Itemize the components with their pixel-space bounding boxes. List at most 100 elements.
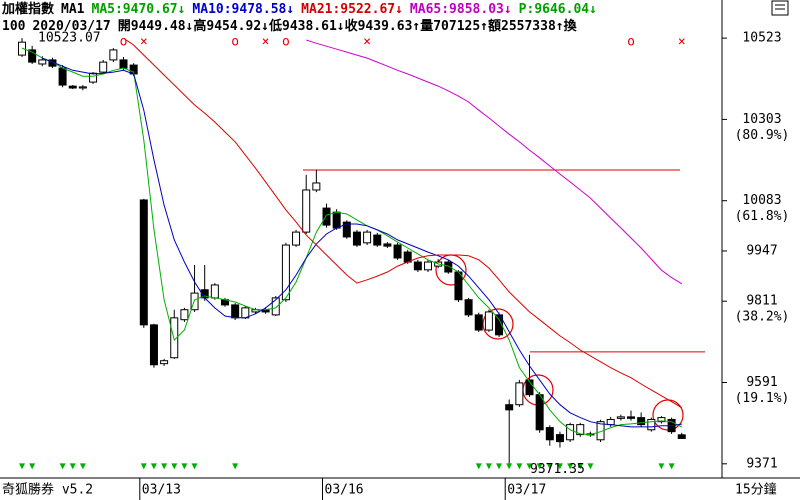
- candle-body: [566, 424, 575, 441]
- header-line2: 100 2020/03/17 開9449.48↓高9454.92↓低9438.61↓…: [2, 18, 578, 34]
- candle-body: [281, 244, 290, 301]
- top-signal: ×: [140, 35, 148, 50]
- candle-body: [545, 427, 554, 441]
- candle-body: [68, 85, 77, 89]
- candle-body: [515, 382, 524, 406]
- bottom-signal: ▼: [577, 461, 583, 472]
- y-tick-label: 9591: [746, 375, 777, 390]
- candle-body: [99, 61, 108, 73]
- fib-label: (38.2%): [735, 310, 790, 325]
- bottom-signal: ▼: [19, 461, 25, 472]
- y-tick-label: 9371: [746, 456, 777, 471]
- candle-body: [464, 299, 473, 316]
- bottom-signal: ▼: [506, 461, 512, 472]
- candle-body: [484, 311, 493, 331]
- y-tick-label: 9947: [746, 243, 777, 258]
- candle-body: [555, 434, 564, 443]
- bottom-signal: ▼: [496, 461, 502, 472]
- candle-body: [89, 72, 98, 83]
- y-tick-label: 10303: [742, 112, 781, 127]
- header-item: 2020/03/17: [32, 19, 110, 34]
- candle-body: [160, 360, 169, 365]
- bottom-signal: ▼: [587, 461, 593, 472]
- bottom-signal: ▼: [171, 461, 177, 472]
- bottom-signal: ▼: [192, 461, 198, 472]
- candle-body: [373, 234, 382, 246]
- bottom-signal: ▼: [29, 461, 35, 472]
- candle-body: [525, 379, 534, 396]
- bottom-signal: ▼: [151, 461, 157, 472]
- bottom-signal: ▼: [526, 461, 532, 472]
- candle-body: [505, 404, 514, 411]
- candle-body: [342, 221, 351, 238]
- x-tick-label: 03/17: [507, 483, 546, 498]
- bottom-signal: ▼: [516, 461, 522, 472]
- top-signal: o: [231, 35, 239, 50]
- y-tick-label: 10083: [742, 193, 781, 208]
- highlight-circle: [482, 308, 514, 340]
- candle-body: [576, 424, 585, 436]
- candle-body: [180, 309, 189, 321]
- window-button[interactable]: [771, 0, 789, 16]
- candle-body: [139, 199, 148, 326]
- bottom-signal: ▼: [70, 461, 76, 472]
- bottom-signal: ▼: [547, 461, 553, 472]
- candle-body: [657, 417, 666, 423]
- candle-body: [495, 314, 504, 336]
- candle-body: [302, 189, 311, 233]
- candle-body: [627, 416, 635, 419]
- candle-body: [322, 207, 331, 226]
- candle-body: [616, 416, 625, 419]
- ma-line: [123, 37, 683, 409]
- candle-body: [606, 418, 615, 426]
- bottom-signal: ▼: [232, 461, 238, 472]
- ma-line: [42, 57, 682, 428]
- bottom-signal: ▼: [486, 461, 492, 472]
- candle-body: [271, 297, 280, 316]
- candle-body: [637, 417, 646, 426]
- price-annotation: 10523.07: [38, 31, 101, 46]
- candle-body: [535, 394, 544, 431]
- candle-body: [363, 231, 372, 244]
- header-item: MA5:9470.67↓: [92, 2, 186, 17]
- candle-body: [109, 49, 118, 61]
- bottom-signal: ▼: [161, 461, 167, 472]
- top-signal: o: [282, 35, 290, 50]
- candle-body: [677, 434, 686, 439]
- y-tick-label: 10523: [742, 31, 781, 46]
- candle-body: [312, 182, 321, 191]
- candle-body: [424, 261, 432, 271]
- top-signal: ×: [262, 35, 270, 50]
- fib-label: (80.9%): [735, 128, 790, 143]
- bottom-signal: ▼: [658, 461, 664, 472]
- candle-body: [231, 304, 240, 319]
- header-item: MA65:9858.03↓: [410, 2, 512, 17]
- price-annotation: 9371.35: [530, 462, 585, 477]
- candle-body: [78, 86, 87, 89]
- header-item: 加權指數: [1, 1, 54, 17]
- bottom-signal: ▼: [181, 461, 187, 472]
- candle-body: [444, 261, 453, 273]
- header-item: 開9449.48↓高9454.92↓低9438.61↓收9439.63↑量707…: [118, 18, 578, 34]
- footer-left: 奇狐勝券 v5.2: [2, 482, 93, 498]
- top-signal: ×: [363, 35, 371, 50]
- header-item: P:9646.04↓: [519, 2, 597, 17]
- candle-body: [119, 59, 128, 69]
- top-signal: o: [120, 35, 128, 50]
- candle-body: [383, 243, 392, 247]
- fib-label: (61.8%): [735, 209, 790, 224]
- candle-body: [18, 41, 26, 56]
- candle-body: [28, 49, 37, 63]
- candle-body: [210, 284, 219, 299]
- bottom-signal: ▼: [60, 461, 66, 472]
- ma-line: [306, 39, 683, 285]
- candle-body: [38, 59, 47, 65]
- top-signal: o: [627, 35, 635, 50]
- y-tick-label: 9811: [746, 294, 777, 309]
- candle-body: [474, 314, 483, 331]
- candle-body: [149, 324, 158, 366]
- ma-line: [21, 47, 683, 436]
- candle-body: [58, 67, 67, 86]
